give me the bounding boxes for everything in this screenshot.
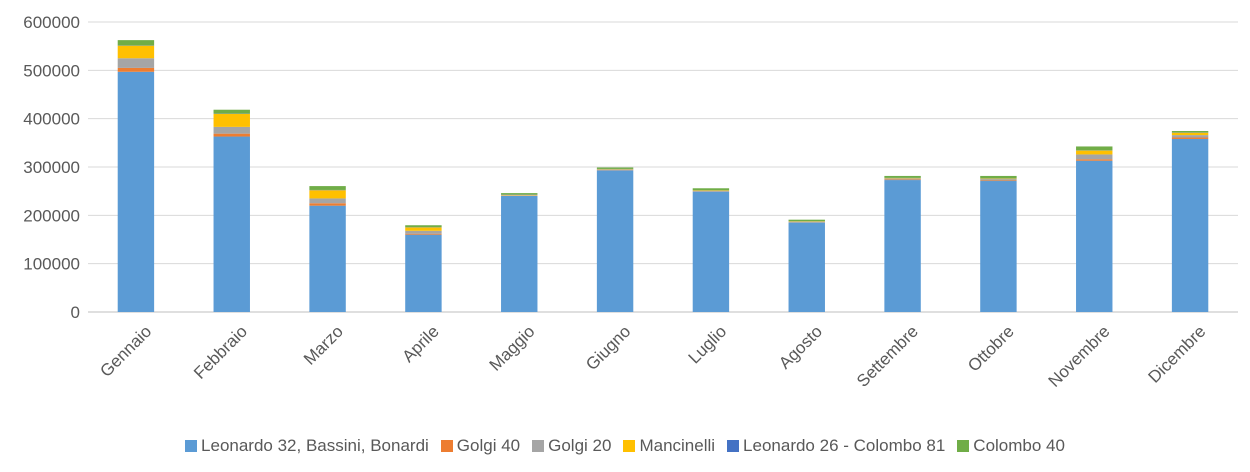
y-tick-label: 600000 — [23, 13, 80, 32]
bar-segment — [117, 45, 155, 59]
bar-segment — [213, 126, 250, 134]
y-tick-label: 200000 — [23, 206, 80, 225]
legend-swatch — [532, 440, 545, 452]
bar-segment — [117, 71, 155, 313]
x-tick-label: Ottobre — [964, 322, 1018, 376]
bar-segment — [980, 175, 1017, 179]
legend-label: Golgi 40 — [456, 436, 521, 455]
legend-item: Mancinelli — [623, 436, 715, 456]
x-tick-label: Aprile — [399, 322, 443, 366]
bar-segment — [309, 205, 346, 312]
y-tick-label: 500000 — [23, 61, 80, 80]
legend-swatch — [623, 440, 636, 452]
x-tick-label: Febbraio — [190, 322, 251, 383]
bar-segment — [1171, 135, 1209, 138]
legend-swatch — [185, 440, 198, 452]
x-tick-label: Settembre — [853, 322, 922, 391]
legend-label: Leonardo 26 - Colombo 81 — [743, 436, 946, 455]
bar-segment — [1171, 137, 1209, 139]
bar-segment — [309, 186, 346, 190]
legend-item: Leonardo 32, Bassini, Bonardi — [185, 436, 429, 456]
x-tick-label: Luglio — [685, 322, 731, 368]
legend-item: Golgi 40 — [440, 436, 521, 456]
bar-segment — [980, 179, 1017, 181]
bar-segment — [1171, 138, 1209, 312]
bar-segment — [1076, 150, 1113, 155]
x-tick-label: Marzo — [300, 322, 347, 369]
y-tick-label: 100000 — [23, 255, 80, 274]
legend-item: Golgi 20 — [532, 436, 611, 456]
legend-label: Golgi 20 — [548, 436, 612, 455]
y-axis-ticks: 0 100000 200000 300000 400000 500000 600000 — [23, 13, 80, 322]
bar-segment — [884, 180, 921, 312]
bar-segment — [213, 133, 250, 137]
stacked-bar-chart: 0 100000 200000 300000 400000 500000 600000 Ge… — [23, 13, 1238, 391]
bar-segment — [884, 178, 921, 180]
x-tick-label: Gennaio — [96, 322, 155, 381]
bar-segment — [1171, 130, 1209, 133]
bars — [117, 40, 1209, 313]
bar-segment — [501, 196, 538, 312]
bar-segment — [501, 193, 538, 195]
y-tick-label: 0 — [71, 303, 80, 322]
legend: Leonardo 32, Bassini, Bonardi Golgi 40 Gol… — [0, 436, 1250, 456]
bar-segment — [117, 67, 155, 72]
legend-label: Colombo 40 — [973, 436, 1065, 455]
bar-segment — [1076, 160, 1113, 312]
bar-segment — [213, 109, 250, 114]
x-tick-label: Maggio — [486, 322, 539, 375]
legend-label: Leonardo 32, Bassini, Bonardi — [201, 436, 429, 455]
legend-swatch — [727, 440, 740, 452]
x-tick-label: Dicembre — [1145, 322, 1210, 387]
y-tick-label: 400000 — [23, 110, 80, 129]
bar-segment — [692, 191, 730, 312]
bar-segment — [309, 203, 346, 206]
legend-label: Mancinelli — [639, 436, 716, 455]
bar-segment — [884, 175, 921, 178]
bar-segment — [405, 233, 442, 235]
bar-segment — [596, 170, 634, 312]
bar-segment — [213, 136, 250, 312]
x-axis-ticks: Gennaio Febbraio Marzo Aprile Maggio Giugno Lu… — [96, 322, 1209, 391]
legend-swatch — [957, 440, 970, 452]
bar-segment — [405, 225, 442, 228]
bar-segment — [1076, 159, 1113, 161]
legend-item: Colombo 40 — [957, 436, 1065, 456]
bar-segment — [788, 219, 825, 222]
x-tick-label: Novembre — [1045, 322, 1114, 391]
bar-segment — [692, 188, 730, 191]
bar-segment — [1076, 154, 1113, 160]
bar-segment — [405, 230, 442, 234]
bar-segment — [405, 234, 442, 312]
bar-segment — [788, 222, 825, 312]
bar-segment — [309, 190, 346, 199]
bar-segment — [117, 58, 155, 68]
legend-item: Leonardo 26 - Colombo 81 — [727, 436, 945, 456]
y-tick-label: 300000 — [23, 158, 80, 177]
bar-segment — [1171, 132, 1209, 136]
bar-segment — [117, 40, 155, 46]
bar-segment — [1076, 146, 1113, 151]
bar-segment — [405, 227, 442, 231]
x-tick-label: Giugno — [582, 322, 634, 374]
bar-segment — [213, 113, 250, 127]
bar-segment — [980, 181, 1017, 312]
gridlines — [88, 21, 1238, 313]
x-tick-label: Agosto — [775, 322, 826, 373]
bar-segment — [309, 198, 346, 204]
legend-swatch — [440, 440, 453, 452]
bar-segment — [596, 167, 634, 169]
